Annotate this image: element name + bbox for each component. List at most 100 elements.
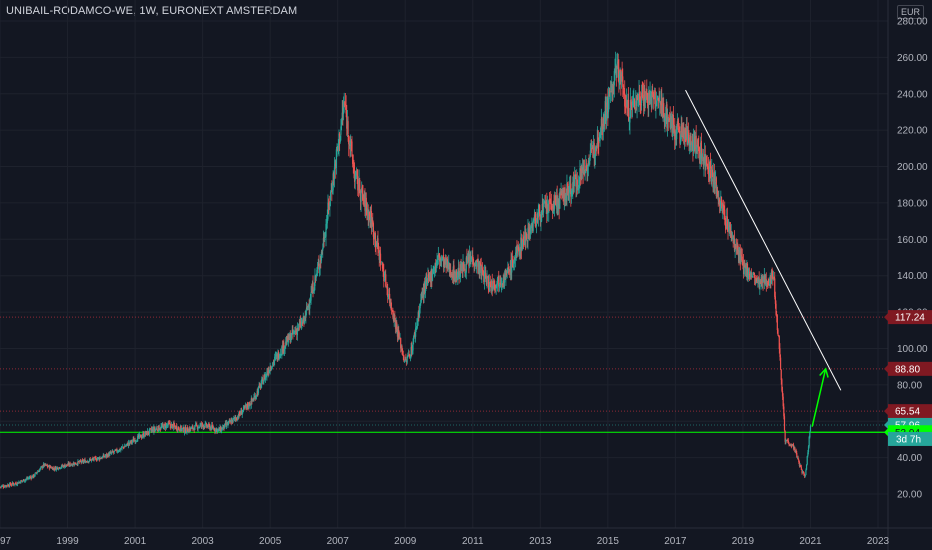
candle-body: [524, 230, 526, 242]
y-tick-label: 140.00: [897, 271, 928, 282]
candle-body: [714, 181, 716, 185]
candle-body: [17, 482, 19, 484]
candle-body: [176, 425, 178, 430]
candle-body: [223, 425, 225, 429]
candle-body: [42, 466, 44, 469]
candle-body: [375, 242, 377, 247]
candle-body: [176, 429, 178, 431]
candle-body: [529, 227, 531, 234]
candle-body: [324, 238, 326, 241]
candle-body: [621, 74, 623, 77]
candle-body: [12, 482, 14, 484]
candle-body: [727, 228, 729, 231]
candle-body: [568, 189, 570, 193]
candle-body: [45, 464, 47, 466]
candle-body: [541, 204, 543, 210]
candle-body: [509, 261, 512, 276]
candle-body: [700, 141, 702, 159]
candle-body: [498, 284, 500, 286]
candle-body: [287, 334, 289, 343]
candle-body: [305, 307, 308, 310]
candle-body: [297, 327, 299, 330]
candle-body: [689, 145, 691, 147]
candle-body: [237, 416, 239, 420]
candle-body: [357, 176, 359, 191]
candle-body: [507, 267, 509, 272]
candle-body: [243, 406, 245, 408]
candle-body: [489, 281, 491, 283]
candle-body: [629, 100, 632, 117]
candle-body: [27, 477, 30, 479]
candle-body: [254, 396, 256, 400]
candle-body: [148, 433, 150, 435]
candle-body: [425, 279, 427, 284]
candle-body: [281, 346, 283, 356]
candle-body: [783, 416, 786, 431]
candle-body: [506, 270, 508, 274]
candle-body: [732, 239, 734, 243]
candle-body: [423, 284, 425, 298]
candle-body: [553, 203, 555, 210]
candle-body: [213, 428, 215, 431]
currency-button[interactable]: EUR: [896, 5, 924, 19]
candle-body: [603, 114, 606, 125]
candle-body: [99, 457, 101, 460]
candle-body: [720, 196, 723, 202]
candle-body: [478, 262, 480, 274]
candle-body: [131, 441, 134, 443]
candle-body: [470, 258, 472, 261]
candle-body: [276, 354, 278, 357]
candle-body: [528, 228, 530, 232]
candle-body: [563, 188, 565, 201]
candle-body: [631, 101, 634, 106]
candle-body: [329, 191, 332, 201]
candle-body: [368, 210, 370, 220]
candle-body: [448, 263, 450, 272]
candle-body: [405, 358, 407, 360]
candle-body: [87, 461, 89, 463]
candle-body: [778, 335, 780, 336]
candle-body: [298, 324, 300, 325]
candle-body: [369, 215, 371, 223]
candle-body: [491, 280, 493, 288]
candle-body: [290, 337, 292, 343]
candle-body: [688, 133, 690, 146]
candle-body: [495, 287, 497, 289]
candle-body: [9, 483, 11, 487]
candle-body: [94, 457, 97, 459]
candle-body: [81, 459, 84, 461]
candle-body: [681, 124, 683, 132]
candle-body: [516, 247, 518, 254]
candle-body: [594, 147, 597, 157]
candle-body: [650, 95, 652, 97]
candle-body: [496, 283, 498, 287]
candle-body: [139, 434, 141, 436]
candle-body: [361, 187, 363, 192]
candle-body: [808, 436, 810, 447]
x-tick-label: 2023: [867, 536, 890, 547]
candle-body: [572, 182, 574, 191]
candle-body: [752, 273, 754, 275]
candle-body: [805, 464, 808, 470]
candle-body: [787, 440, 789, 442]
candle-body: [392, 313, 394, 318]
candle-body: [168, 422, 170, 424]
candle-body: [0, 486, 2, 487]
candle-body: [573, 177, 575, 193]
price-label: 88.80: [884, 361, 932, 376]
candle-body: [781, 390, 784, 397]
candle-body: [225, 423, 227, 426]
candle-body: [177, 426, 180, 430]
candle-body: [574, 174, 576, 177]
candle-body: [212, 426, 214, 429]
candle-body: [711, 169, 713, 182]
candle-body: [453, 265, 455, 281]
candle-body: [617, 60, 619, 69]
candle-body: [320, 251, 323, 261]
candle-body: [777, 329, 779, 335]
candle-body: [302, 322, 304, 324]
candle-body: [741, 255, 743, 257]
candle-body: [365, 198, 367, 212]
candle-body: [401, 346, 403, 351]
